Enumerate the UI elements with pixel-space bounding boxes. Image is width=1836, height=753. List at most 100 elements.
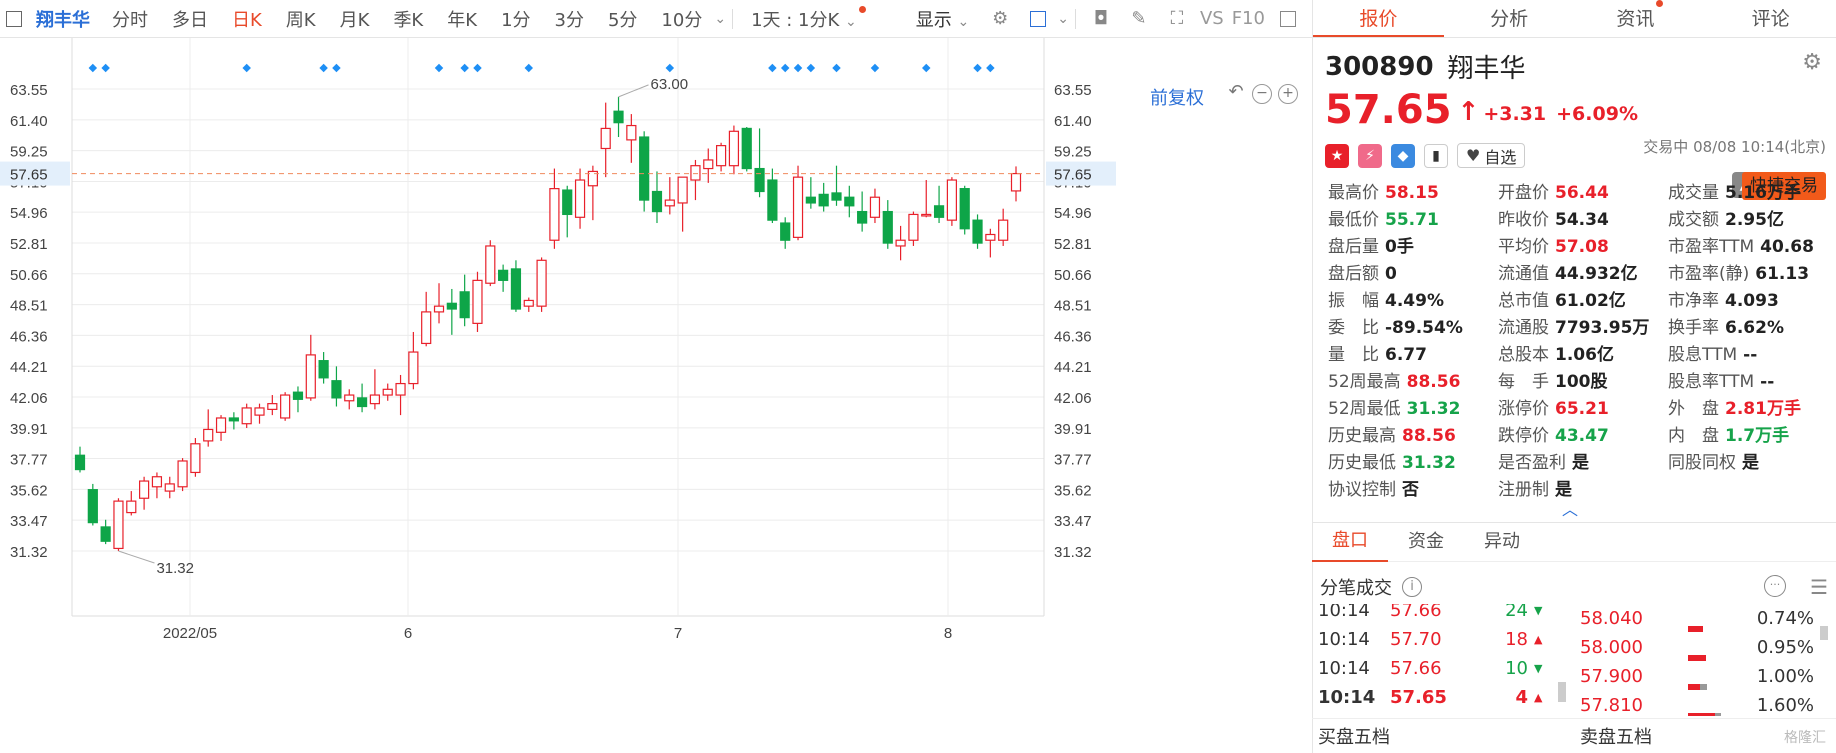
order-levels[interactable]: 58.040 0.74% 58.000 0.95% 57.900 1.00% 57.810 1… [1570,604,1836,716]
quote-value: 1.06亿 [1555,345,1614,365]
period-yuek[interactable]: 月K [339,9,370,31]
buy-five-levels[interactable]: 买盘五档 [1318,727,1390,748]
y-tick-label-left: 54.96 [10,205,48,222]
sidebar-toggle-icon[interactable] [6,10,22,27]
y-tick-label-right: 35.62 [1054,482,1092,499]
gear-icon[interactable]: ⚙ [1802,50,1822,75]
toolbar-stock-name[interactable]: 翔丰华 [36,9,90,31]
period-10min[interactable]: 10分 [661,9,703,31]
candle-body [549,188,560,241]
fullscreen-icon[interactable]: ⛶ [1170,8,1184,29]
collapse-icon[interactable]: ︿ [1562,500,1579,519]
candle-body [228,417,239,422]
quote-label: 跌停价 [1498,426,1549,446]
event-marker [870,63,880,73]
price-row: 57.65 ↑ +3.31 +6.09% [1325,89,1836,131]
reset-icon[interactable]: ↶ [1228,81,1244,102]
tick-list[interactable]: 10:14 57.66 24 ▼ 10:14 57.70 18 ▲ 10:14 57.66 10 ▼ 1… [1312,604,1562,716]
f10-button[interactable]: F10 [1231,8,1265,29]
period-duori[interactable]: 多日 [172,9,208,31]
tab-comments[interactable]: 评论 [1751,8,1790,30]
tick-price: 57.70 [1390,629,1442,650]
candle-body [613,110,624,124]
color-square-icon[interactable] [1027,8,1049,30]
period-rik[interactable]: 日K [232,9,262,31]
candle-body [523,299,534,307]
zoom-out-icon[interactable]: − [1252,84,1272,104]
display-menu[interactable]: 显示 ⌄ [904,6,981,32]
y-tick-label-left: 48.51 [10,298,48,315]
tag-icon[interactable]: ◆ [1391,143,1415,168]
y-tick-label-right: 33.47 [1054,513,1092,530]
bookmark-icon[interactable]: ▮ [1424,143,1448,168]
sell-five-levels[interactable]: 卖盘五档 [1580,727,1652,748]
kline-chart[interactable]: 63.5563.5561.4061.4059.2559.2557.1057.10… [0,38,1312,753]
tick-scrollbar[interactable] [1558,682,1566,702]
tab-analysis[interactable]: 分析 [1490,8,1529,30]
x-tick-label: 7 [674,625,682,642]
pencil-icon[interactable]: ✎ [1131,8,1147,29]
candle-body [959,188,970,230]
quote-row: 跌停价 43.47 [1498,423,1649,450]
current-price-tag-right [1046,161,1116,186]
more-icon[interactable]: ··· [1764,575,1786,597]
levels-scrollbar[interactable] [1820,626,1828,640]
quote-value: 7793.95万 [1555,318,1650,338]
tab-funds[interactable]: 资金 [1408,531,1444,552]
camera-icon[interactable]: ◘ [1093,8,1109,29]
info-icon[interactable]: i [1402,577,1422,597]
expand-icon[interactable]: ☰ [1810,575,1828,599]
level-price: 57.900 [1580,666,1643,687]
tab-news[interactable]: 资讯 [1575,0,1706,37]
kline-chart-area[interactable]: 63.5563.5561.4061.4059.2559.2557.1057.10… [0,38,1312,753]
period-niank[interactable]: 年K [447,9,478,31]
tab-anomaly[interactable]: 异动 [1484,531,1520,552]
panel-toggle-icon[interactable] [1277,8,1299,30]
candle-body [113,500,124,550]
quote-label: 量 比 [1328,345,1379,365]
period-1min[interactable]: 1分 [501,9,531,31]
fenbi-title: 分笔成交 [1320,578,1392,599]
period-5min[interactable]: 5分 [607,9,638,31]
y-tick-label-right: 59.25 [1054,144,1092,161]
price-change: +3.31 [1483,103,1547,125]
tab-news-label: 资讯 [1616,8,1655,30]
period-fenshi[interactable]: 分时 [112,9,148,31]
fuquan-toggle[interactable]: 前复权 [1150,88,1204,109]
current-price: 57.65 [1325,87,1452,133]
level-price: 58.040 [1580,608,1643,629]
y-tick-label-left: 31.32 [10,544,48,561]
quick-trade-button[interactable]: 快捷交易 [1742,172,1826,200]
zoom-in-icon[interactable]: + [1278,84,1298,104]
stock-code-row: 300890 翔丰华 [1325,48,1836,85]
quote-row: 注册制是 [1498,477,1649,504]
current-price-label-left: 57.65 [10,167,48,184]
period-3min[interactable]: 3分 [554,9,584,31]
tick-time: 10:14 [1318,687,1376,708]
level-pct: 0.74% [1756,608,1814,629]
candle-body [280,394,291,419]
chevron-down-icon[interactable]: ⌄ [714,10,727,27]
vs-button[interactable]: VS [1199,8,1224,29]
add-watchlist-button[interactable]: ♥ 自选 [1457,143,1526,168]
candle-body [908,213,919,241]
candle-body [754,167,765,193]
lightning-icon[interactable]: ⚡ [1358,143,1382,168]
period-zhouk[interactable]: 周K [285,9,316,31]
quote-value: 43.47 [1555,426,1609,446]
period-jik[interactable]: 季K [393,9,424,31]
stock-code: 300890 [1325,51,1434,82]
interval-select[interactable]: 1天 : 1分K ⌄ [739,5,878,32]
quote-row: 同股同权是 [1668,450,1814,477]
quote-row: 股息TTM -- [1668,342,1814,369]
chevron-down-icon[interactable]: ⌄ [1057,10,1069,27]
quote-label: 昨收价 [1498,210,1549,230]
candle-body [433,305,445,313]
tab-quote[interactable]: 报价 [1313,0,1444,37]
candle-body [254,407,265,416]
gear-icon[interactable]: ⚙ [992,8,1009,29]
tab-pankou[interactable]: 盘口 [1312,522,1388,562]
high-annotation: 63.00 [651,76,689,93]
triangle-up-icon: ▲ [1534,691,1543,704]
